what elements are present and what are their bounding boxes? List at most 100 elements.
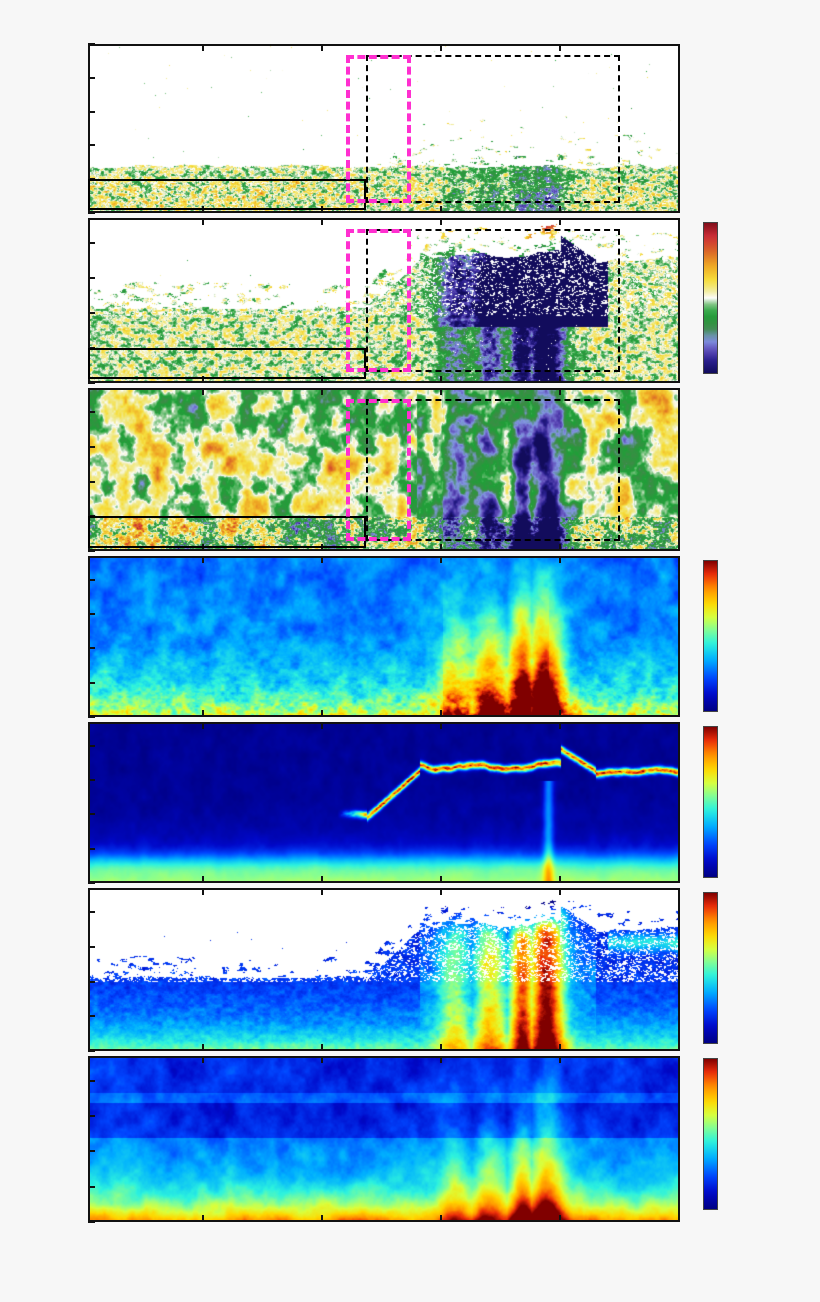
- panel-g-ytickmark-4000: [88, 1079, 95, 1082]
- panel-e-xtickmark-3-0: [559, 722, 562, 729]
- panel-g-xtickmark-2-0: [440, 1056, 443, 1063]
- panel-c-ytickmark-2000: [88, 480, 95, 483]
- panel-a-xtickmark-3-1: [559, 206, 562, 213]
- panel-d-xtickmark-0-0: [202, 556, 205, 563]
- panel-c: [88, 388, 680, 551]
- panel-f-ytickmark-3000: [88, 945, 95, 948]
- panel-b-xtickmark-4-0: [678, 218, 681, 225]
- panel-e-xtickmark-0-0: [202, 722, 205, 729]
- panel-a-heatmap: [90, 46, 678, 211]
- panel-b: [88, 218, 680, 383]
- panel-d-xtickmark-1-0: [321, 556, 324, 563]
- panel-e-ytickmark-1000: [88, 847, 95, 850]
- panel-b-xtickmark-3-1: [559, 376, 562, 383]
- panel-f-xtickmark-0-0: [202, 888, 205, 895]
- panel-g-heatmap: [90, 1058, 678, 1220]
- panel-a-xtickmark-1-1: [321, 206, 324, 213]
- panel-e-xtickmark-1-0: [321, 722, 324, 729]
- panel-e: [88, 722, 680, 883]
- panel-b-xtickmark-3-0: [559, 218, 562, 225]
- panel-f: [88, 888, 680, 1051]
- panel-c-xtickmark-3-0: [559, 388, 562, 395]
- panel-e-xtickmark-1-1: [321, 876, 324, 883]
- panel-c-ytickmark-3000: [88, 445, 95, 448]
- panel-a-ytickmark-0: [88, 212, 95, 214]
- panel-d-xtickmark-4-1: [678, 710, 681, 717]
- panel-g: [88, 1056, 680, 1222]
- panel-b-ytickmark-0: [88, 382, 95, 384]
- panel-a-ytickmark-2000: [88, 144, 95, 147]
- panel-d-xtickmark-0-1: [202, 710, 205, 717]
- panel-d-xtickmark-1-1: [321, 710, 324, 717]
- panel-g-xtickmark-3-1: [559, 1215, 562, 1222]
- panel-a-ytickmark-3000: [88, 110, 95, 113]
- panel-d: [88, 556, 680, 717]
- panel-a-xtickmark-2-1: [440, 206, 443, 213]
- panel-d-ytickmark-2000: [88, 647, 95, 650]
- panel-g-xtickmark-1-0: [321, 1056, 324, 1063]
- panel-g-xtickmark-3-0: [559, 1056, 562, 1063]
- panel-d-xtickmark-2-0: [440, 556, 443, 563]
- panel-a-xtickmark-2-0: [440, 44, 443, 51]
- panel-c-xtickmark-1-0: [321, 388, 324, 395]
- panel-e-xtickmark-0-1: [202, 876, 205, 883]
- panel-e-ytickmark-3000: [88, 779, 95, 782]
- panel-g-xtickmark-0-0: [202, 1056, 205, 1063]
- panel-a-xtickmark-1-0: [321, 44, 324, 51]
- panel-f-ytickmark-4000: [88, 911, 95, 914]
- panel-a-xtickmark-0-1: [202, 206, 205, 213]
- panel-c-ytickmark-1000: [88, 515, 95, 518]
- panel-f-xtickmark-4-1: [678, 1044, 681, 1051]
- panel-d-xtickmark-2-1: [440, 710, 443, 717]
- panel-c-xtickmark-0-0: [202, 388, 205, 395]
- panel-d-xtickmark-3-0: [559, 556, 562, 563]
- colorbar-snr-lidar-gradient: [703, 726, 718, 878]
- colorbar-vertical-velocity-gradient: [703, 222, 718, 374]
- panel-c-xtickmark-4-0: [678, 388, 681, 395]
- panel-g-xtickmark-4-1: [678, 1215, 681, 1222]
- panel-c-xtickmark-4-1: [678, 544, 681, 551]
- colorbar-snr-radar-gradient: [703, 892, 718, 1044]
- panel-f-xtickmark-1-0: [321, 888, 324, 895]
- panel-f-ytickmark-1000: [88, 1015, 95, 1018]
- panel-g-ytickmark-3000: [88, 1115, 95, 1118]
- panel-f-xtickmark-3-0: [559, 888, 562, 895]
- panel-b-xtickmark-0-1: [202, 376, 205, 383]
- panel-g-xtickmark-0-1: [202, 1215, 205, 1222]
- panel-g-xtickmark-1-1: [321, 1215, 324, 1222]
- panel-d-xtickmark-4-0: [678, 556, 681, 563]
- panel-f-xtickmark-4-0: [678, 888, 681, 895]
- panel-b-ytickmark-1000: [88, 346, 95, 349]
- panel-e-xtickmark-2-1: [440, 876, 443, 883]
- panel-d-ytickmark-3000: [88, 613, 95, 616]
- panel-f-xtickmark-1-1: [321, 1044, 324, 1051]
- panel-d-ytickmark-1000: [88, 681, 95, 684]
- panel-f-xtickmark-0-1: [202, 1044, 205, 1051]
- panel-a-ytickmark-1000: [88, 178, 95, 181]
- panel-f-xtickmark-2-0: [440, 888, 443, 895]
- panel-f-ytickmark-2000: [88, 980, 95, 983]
- panel-a-xtickmark-3-0: [559, 44, 562, 51]
- panel-b-heatmap: [90, 220, 678, 381]
- panel-b-xtickmark-2-0: [440, 218, 443, 225]
- panel-b-xtickmark-1-0: [321, 218, 324, 225]
- panel-a-xtickmark-4-0: [678, 44, 681, 51]
- panel-e-xtickmark-3-1: [559, 876, 562, 883]
- panel-g-ytickmark-1000: [88, 1185, 95, 1188]
- panel-d-xtickmark-3-1: [559, 710, 562, 717]
- panel-c-xtickmark-2-1: [440, 544, 443, 551]
- panel-b-xtickmark-2-1: [440, 376, 443, 383]
- panel-e-heatmap: [90, 724, 678, 881]
- colorbar-snr-profiler-gradient: [703, 1058, 718, 1210]
- panel-c-xtickmark-0-1: [202, 544, 205, 551]
- panel-e-ytickmark-4000: [88, 744, 95, 747]
- panel-f-xtickmark-3-1: [559, 1044, 562, 1051]
- panel-g-ytickmark-0: [88, 1221, 95, 1223]
- panel-c-xtickmark-3-1: [559, 544, 562, 551]
- colorbar-spectral-width-gradient: [703, 560, 718, 712]
- panel-c-ytickmark-4000: [88, 411, 95, 414]
- panel-g-xtickmark-4-0: [678, 1056, 681, 1063]
- panel-c-heatmap: [90, 390, 678, 549]
- panel-b-ytickmark-2000: [88, 311, 95, 314]
